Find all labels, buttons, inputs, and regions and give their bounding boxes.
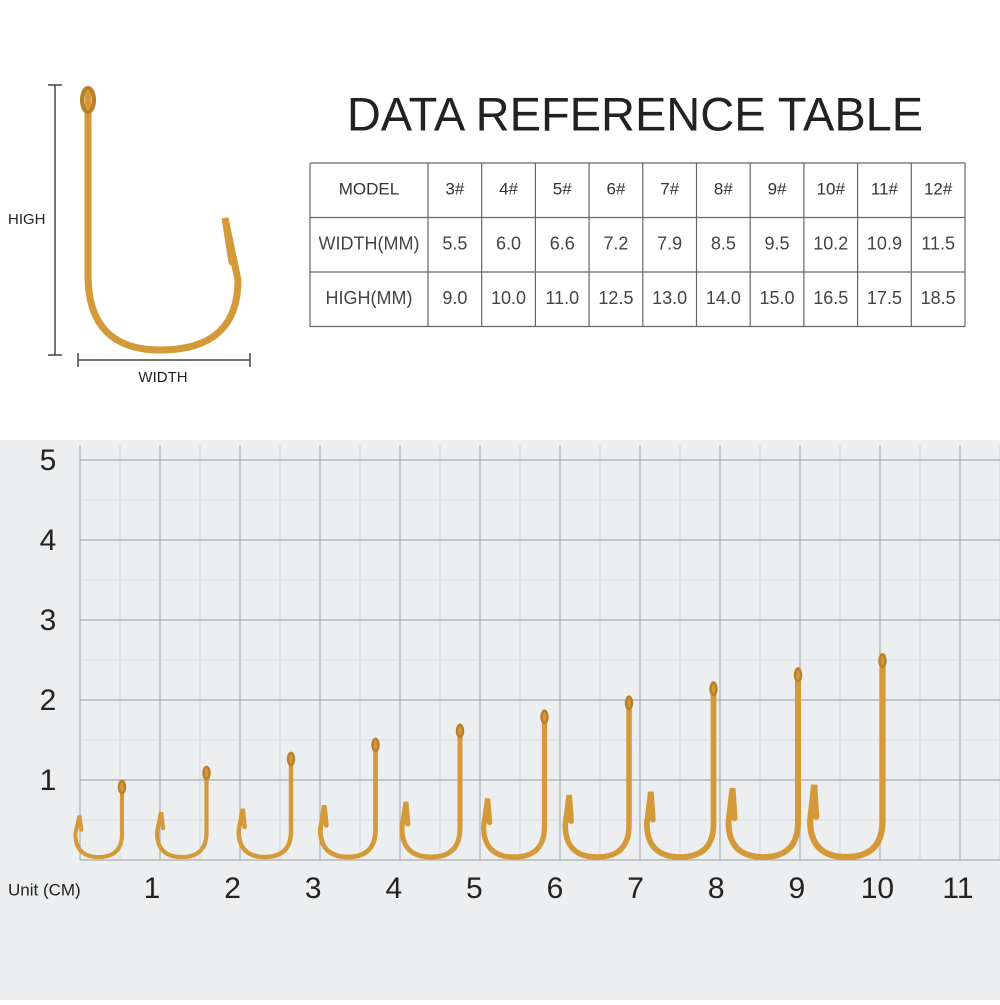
hook-eye (624, 695, 634, 711)
table-cell: 9.0 (442, 288, 467, 308)
hook (399, 723, 463, 860)
ruler: 1 2 3 4 5 1 2 3 4 5 6 7 8 9 10 11 Unit (CM) (8, 444, 1000, 905)
table-header: 6# (606, 180, 625, 199)
table-header: 12# (924, 180, 953, 199)
hook-eye (793, 667, 803, 683)
table-header: 5# (553, 180, 572, 199)
table-header: 3# (445, 180, 464, 199)
table-cell: 15.0 (760, 288, 795, 308)
hook (480, 709, 548, 860)
table-cell: 6.6 (550, 234, 575, 254)
table-header: MODEL (339, 180, 399, 199)
hook-eye (455, 723, 465, 739)
hook (644, 681, 717, 860)
title: DATA REFERENCE TABLE (347, 87, 923, 140)
x-label: 3 (305, 872, 322, 905)
y-label: 3 (40, 604, 57, 637)
hook (562, 695, 632, 860)
y-label: 1 (40, 764, 57, 797)
hook (154, 765, 209, 860)
x-label: 8 (708, 872, 725, 905)
table-cell: WIDTH(MM) (319, 234, 420, 254)
x-label: 11 (942, 872, 973, 905)
table-cell: 7.2 (603, 234, 628, 254)
table-cell: 11.0 (545, 288, 579, 308)
table-cell: 14.0 (706, 288, 741, 308)
x-label: 10 (861, 872, 894, 905)
y-label: 4 (40, 524, 57, 557)
x-label: 9 (788, 872, 805, 905)
height-label: HIGH (8, 211, 46, 228)
table-cell: 10.9 (867, 234, 902, 254)
table-cell: 16.5 (813, 288, 848, 308)
hook (807, 652, 886, 861)
hook-eye (117, 779, 127, 795)
x-label: 7 (627, 872, 644, 905)
table-header: 9# (768, 180, 787, 199)
table-cell: 5.5 (442, 234, 467, 254)
top-background (0, 0, 1000, 440)
width-label: WIDTH (138, 369, 187, 386)
table-header: 11# (871, 180, 899, 199)
table-cell: 12.5 (598, 288, 633, 308)
table-cell: HIGH(MM) (326, 288, 413, 308)
y-label: 5 (40, 444, 57, 477)
table-cell: 8.5 (711, 234, 736, 254)
x-label: 2 (224, 872, 241, 905)
table-cell: 10.2 (813, 234, 848, 254)
hook-eye (878, 653, 887, 669)
table-header: 4# (499, 180, 518, 199)
table-cell: 17.5 (867, 288, 902, 308)
hook-eye (371, 737, 380, 753)
hook (317, 737, 378, 860)
unit-label: Unit (CM) (8, 880, 81, 899)
table-header: 8# (714, 180, 733, 199)
y-label: 2 (40, 684, 57, 717)
hook (725, 667, 801, 861)
hook (73, 780, 124, 860)
ruler-background (0, 440, 1000, 1000)
table-cell: 18.5 (921, 288, 956, 308)
hook-eye (80, 86, 96, 114)
table-cell: 6.0 (496, 234, 521, 254)
table-cell: 10.0 (491, 288, 526, 308)
hook-diagram (84, 88, 242, 354)
x-label: 6 (547, 872, 564, 905)
table-header: 10# (817, 180, 846, 199)
table-cell: 9.5 (765, 234, 790, 254)
table-cell: 7.9 (657, 234, 682, 254)
hook-eye (202, 765, 211, 781)
table-header: 7# (660, 180, 679, 199)
x-label: 1 (144, 872, 161, 905)
hook (236, 751, 294, 860)
x-label: 5 (466, 872, 483, 905)
x-label: 4 (385, 872, 402, 905)
hook-eye (709, 681, 718, 697)
hook-eye (286, 751, 296, 767)
table-cell: 11.5 (921, 234, 955, 254)
table-cell: 13.0 (652, 288, 687, 308)
hook-eye (540, 709, 549, 725)
reference-table: MODEL 3# 4# 5# 6# 7# 8# 9# 10# 11# 12# WIDTH(MM) 5.5… (309, 162, 966, 328)
